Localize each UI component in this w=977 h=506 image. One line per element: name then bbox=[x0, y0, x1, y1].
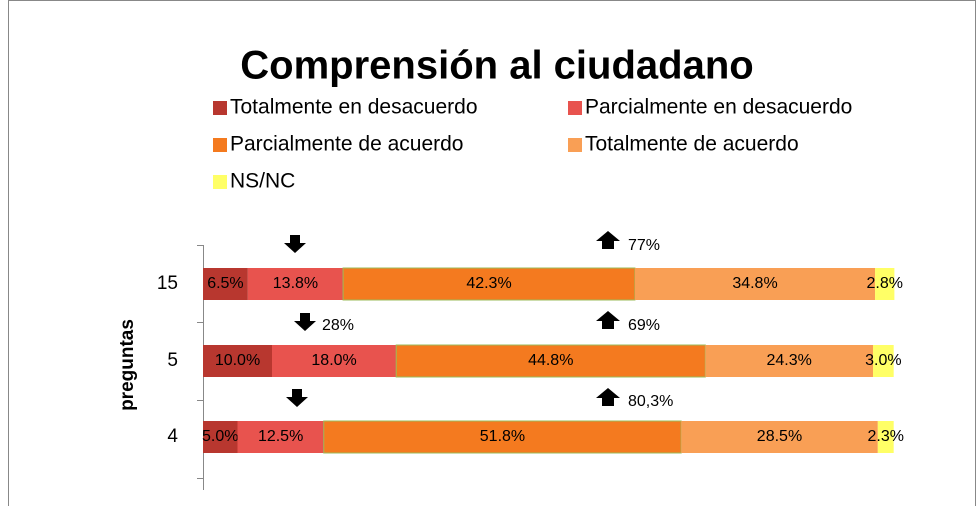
legend-swatch bbox=[213, 101, 227, 115]
arrow-up bbox=[596, 231, 620, 249]
arrow-down bbox=[286, 389, 308, 407]
legend-label: Totalmente en desacuerdo bbox=[230, 96, 478, 119]
arrow-up bbox=[596, 311, 620, 329]
annotation: 77% bbox=[628, 237, 660, 254]
bar-segment bbox=[681, 421, 878, 453]
y-tick-label: 15 bbox=[157, 273, 178, 294]
bar-segment bbox=[272, 345, 397, 377]
value-label: 24.3% bbox=[766, 352, 811, 369]
bar-segment bbox=[203, 345, 272, 377]
legend-swatch bbox=[213, 175, 227, 189]
y-tick-label: 5 bbox=[167, 350, 178, 371]
value-label: 6.5% bbox=[207, 275, 243, 292]
bar-segment bbox=[705, 345, 873, 377]
value-label: 42.3% bbox=[466, 275, 511, 292]
value-label: 2.8% bbox=[866, 275, 902, 292]
value-label: 2.3% bbox=[868, 428, 904, 445]
annotation: 80,3% bbox=[628, 393, 673, 410]
value-label: 5.0% bbox=[202, 428, 238, 445]
y-axis-label: preguntas bbox=[117, 319, 138, 411]
annotation: 28% bbox=[322, 317, 354, 334]
bar-segment bbox=[877, 421, 894, 453]
bar-segment bbox=[875, 268, 895, 300]
value-label: 51.8% bbox=[480, 428, 525, 445]
bar-segment bbox=[323, 420, 682, 454]
value-label: 28.5% bbox=[757, 428, 802, 445]
legend-swatch bbox=[213, 138, 227, 152]
arrow-down bbox=[294, 313, 316, 331]
bar-segment bbox=[872, 345, 894, 377]
legend-swatch bbox=[568, 101, 582, 115]
value-label: 18.0% bbox=[311, 352, 356, 369]
legend-label: Parcialmente en desacuerdo bbox=[585, 96, 852, 119]
chart-title: Comprensión al ciudadano bbox=[240, 44, 753, 88]
value-label: 13.8% bbox=[273, 275, 318, 292]
y-tick-label: 4 bbox=[167, 426, 178, 447]
value-label: 34.8% bbox=[732, 275, 777, 292]
arrow-up bbox=[596, 388, 620, 406]
legend-label: NS/NC bbox=[230, 170, 295, 193]
bar-segment bbox=[203, 421, 238, 453]
frame bbox=[8, 0, 976, 506]
bar-segment bbox=[634, 268, 876, 300]
legend-label: Parcialmente de acuerdo bbox=[230, 133, 463, 156]
value-label: 3.0% bbox=[865, 352, 901, 369]
bar-segment bbox=[237, 421, 324, 453]
bar-segment bbox=[203, 268, 248, 300]
value-label: 44.8% bbox=[528, 352, 573, 369]
annotation: 69% bbox=[628, 317, 660, 334]
bar-segment bbox=[247, 268, 344, 300]
bar-segment bbox=[342, 267, 636, 301]
value-label: 10.0% bbox=[215, 352, 260, 369]
legend-swatch bbox=[568, 138, 582, 152]
arrow-down bbox=[284, 235, 306, 253]
value-label: 12.5% bbox=[258, 428, 303, 445]
legend-label: Totalmente de acuerdo bbox=[585, 133, 799, 156]
